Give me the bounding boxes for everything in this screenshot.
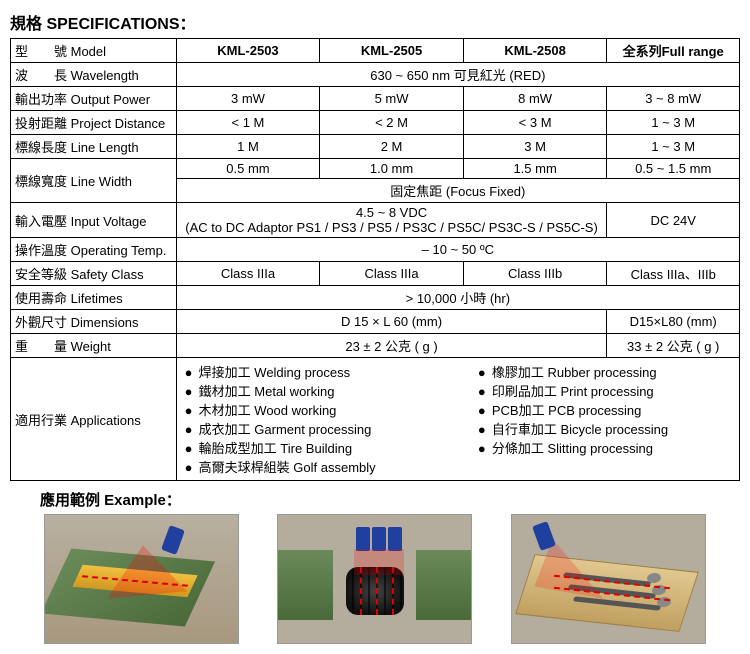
val-dim-merged: D 15 × L 60 (mm) [176,310,607,334]
apps-col-1: ●焊接加工 Welding process●鐵材加工 Metal working… [185,362,438,476]
label-input-voltage: 輸入電壓 Input Voltage [11,203,177,238]
val-pd-1: < 1 M [176,111,320,135]
example-image-tire [277,514,472,644]
val-lifetimes: > 10,000 小時 (hr) [176,286,739,310]
val-lw-2: 1.0 mm [320,159,464,179]
val-sc-full: Class IIIa、IIIb [607,262,740,286]
header-row: 型 號 Model KML-2503 KML-2505 KML-2508 全系列… [11,39,740,63]
row-dimensions: 外觀尺寸 Dimensions D 15 × L 60 (mm) D15×L80… [11,310,740,334]
label-safety-class: 安全等級 Safety Class [11,262,177,286]
example-image-wood [44,514,239,644]
val-iv-line1: 4.5 ~ 8 VDC [181,205,603,220]
app-item: ●印刷品加工 Print processing [478,381,731,400]
val-op-full: 3 ~ 8 mW [607,87,740,111]
row-line-width-1: 標線寬度 Line Width 0.5 mm 1.0 mm 1.5 mm 0.5… [11,159,740,179]
header-full-range: 全系列Full range [607,39,740,63]
val-ll-full: 1 ~ 3 M [607,135,740,159]
example-title: 應用範例 Example： [40,489,740,510]
app-item: ●PCB加工 PCB processing [478,400,731,419]
val-op-2: 5 mW [320,87,464,111]
row-weight: 重 量 Weight 23 ± 2 公克 ( g ) 33 ± 2 公克 ( g… [11,334,740,358]
spec-table: 型 號 Model KML-2503 KML-2505 KML-2508 全系列… [10,38,740,481]
row-operating-temp: 操作溫度 Operating Temp. – 10 ~ 50 ºC [11,238,740,262]
header-model: 型 號 Model [11,39,177,63]
val-op-1: 3 mW [176,87,320,111]
val-lw-full: 0.5 ~ 1.5 mm [607,159,740,179]
label-applications: 適用行業 Applications [11,358,177,481]
label-line-length: 標線長度 Line Length [11,135,177,159]
val-ot: – 10 ~ 50 ºC [176,238,739,262]
row-line-length: 標線長度 Line Length 1 M 2 M 3 M 1 ~ 3 M [11,135,740,159]
val-sc-1: Class IIIa [176,262,320,286]
label-dimensions: 外觀尺寸 Dimensions [11,310,177,334]
val-ll-2: 2 M [320,135,464,159]
val-applications: ●焊接加工 Welding process●鐵材加工 Metal working… [176,358,739,481]
row-input-voltage: 輸入電壓 Input Voltage 4.5 ~ 8 VDC (AC to DC… [11,203,740,238]
app-item: ●高爾夫球桿組裝 Golf assembly [185,457,438,476]
model-2: KML-2505 [320,39,464,63]
row-output-power: 輸出功率 Output Power 3 mW 5 mW 8 mW 3 ~ 8 m… [11,87,740,111]
row-lifetimes: 使用壽命 Lifetimes > 10,000 小時 (hr) [11,286,740,310]
app-item: ●自行車加工 Bicycle processing [478,419,731,438]
val-lw-3: 1.5 mm [463,159,607,179]
val-pd-3: < 3 M [463,111,607,135]
val-ll-1: 1 M [176,135,320,159]
val-pd-2: < 2 M [320,111,464,135]
label-line-width: 標線寬度 Line Width [11,159,177,203]
app-item: ●焊接加工 Welding process [185,362,438,381]
label-weight: 重 量 Weight [11,334,177,358]
val-lw-1: 0.5 mm [176,159,320,179]
model-3: KML-2508 [463,39,607,63]
val-op-3: 8 mW [463,87,607,111]
val-iv-merged: 4.5 ~ 8 VDC (AC to DC Adaptor PS1 / PS3 … [176,203,607,238]
label-output-power: 輸出功率 Output Power [11,87,177,111]
app-item: ●分條加工 Slitting processing [478,438,731,457]
val-pd-full: 1 ~ 3 M [607,111,740,135]
val-dim-full: D15×L80 (mm) [607,310,740,334]
spec-title: 規格 SPECIFICATIONS： [10,10,740,34]
val-ll-3: 3 M [463,135,607,159]
app-item: ●成衣加工 Garment processing [185,419,438,438]
app-item: ●木材加工 Wood working [185,400,438,419]
val-weight-merged: 23 ± 2 公克 ( g ) [176,334,607,358]
model-1: KML-2503 [176,39,320,63]
val-sc-2: Class IIIa [320,262,464,286]
row-project-distance: 投射距離 Project Distance < 1 M < 2 M < 3 M … [11,111,740,135]
examples-row [10,514,740,644]
label-wavelength: 波 長 Wavelength [11,63,177,87]
row-wavelength: 波 長 Wavelength 630 ~ 650 nm 可見紅光 (RED) [11,63,740,87]
val-sc-3: Class IIIb [463,262,607,286]
val-focus-fixed: 固定焦距 (Focus Fixed) [176,179,739,203]
val-iv-line2: (AC to DC Adaptor PS1 / PS3 / PS5 / PS3C… [181,220,603,235]
val-wavelength: 630 ~ 650 nm 可見紅光 (RED) [176,63,739,87]
val-weight-full: 33 ± 2 公克 ( g ) [607,334,740,358]
label-lifetimes: 使用壽命 Lifetimes [11,286,177,310]
label-operating-temp: 操作溫度 Operating Temp. [11,238,177,262]
app-item: ●鐵材加工 Metal working [185,381,438,400]
apps-col-2: ●橡膠加工 Rubber processing●印刷品加工 Print proc… [478,362,731,476]
val-iv-full: DC 24V [607,203,740,238]
row-applications: 適用行業 Applications ●焊接加工 Welding process●… [11,358,740,481]
app-item: ●橡膠加工 Rubber processing [478,362,731,381]
app-item: ●輪胎成型加工 Tire Building [185,438,438,457]
row-safety-class: 安全等級 Safety Class Class IIIa Class IIIa … [11,262,740,286]
label-project-distance: 投射距離 Project Distance [11,111,177,135]
example-image-golf [511,514,706,644]
